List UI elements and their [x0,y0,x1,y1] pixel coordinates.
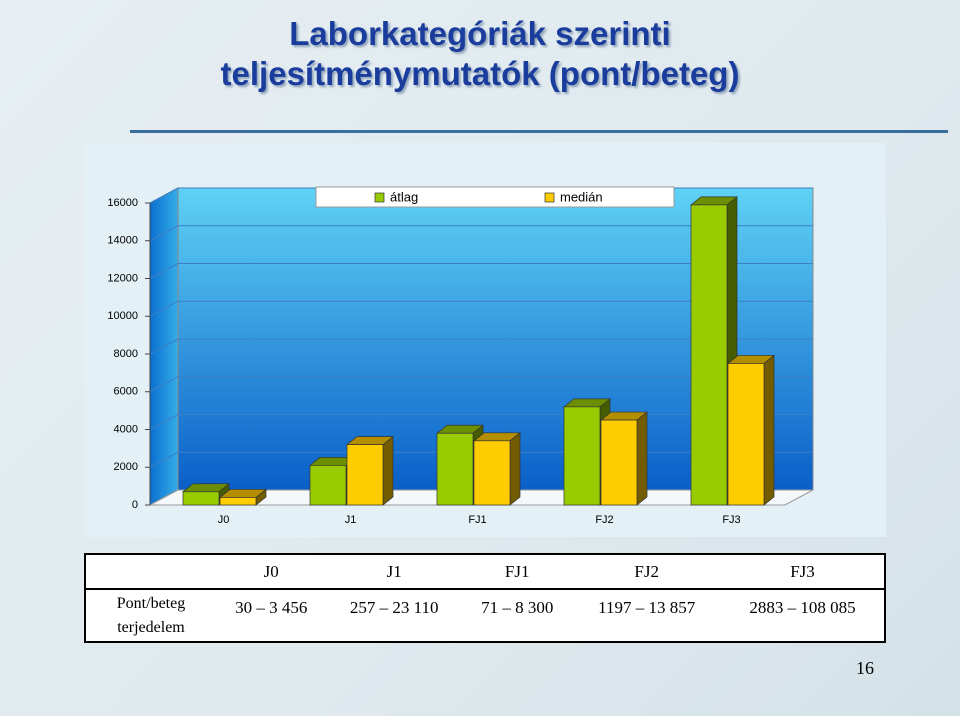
legend-label: átlag [390,189,418,204]
bar-side [636,411,648,506]
header-cell: FJ2 [572,553,721,589]
table-cell: 1197 – 13 857 [572,588,721,642]
y-tick-label: 2000 [114,461,138,473]
bar [600,419,638,506]
y-tick-label: 8000 [114,348,138,360]
x-tick-label: J1 [345,514,357,526]
grid-line [149,451,179,468]
legend-swatch [374,192,385,203]
title-rule [130,130,948,133]
y-tick-label: 4000 [114,423,138,435]
table-cell: 2883 – 108 085 [720,588,885,642]
grid-line [149,376,179,393]
grid-line [149,300,179,317]
bar [690,204,728,506]
x-tick-label: FJ3 [722,514,740,526]
table-cell: 71 – 8 300 [461,588,573,642]
header-cell: J0 [216,553,327,589]
grid-line [149,263,179,279]
grid-line [149,187,179,204]
y-tick-label: 0 [132,499,138,511]
bar [727,363,765,506]
bar-side [382,435,394,506]
title-line: teljesítménymutatók (pont/beteg) [220,55,740,92]
header-cell: J1 [326,553,462,589]
header-cell: FJ1 [461,553,573,589]
row-label: Pont/beteg terjedelem [85,588,216,642]
y-tick-label: 16000 [107,197,138,209]
bar-side [763,354,775,506]
bar [309,465,347,506]
y-tick-label: 10000 [107,310,138,322]
title-line: Laborkategóriák szerinti [289,15,671,52]
header-cell: FJ3 [720,553,885,589]
bar [182,491,220,506]
x-tick-label: FJ1 [468,514,486,526]
y-tick-label: 12000 [107,272,138,284]
bar [473,440,511,506]
y-tick-label: 6000 [114,386,138,398]
bar [563,406,601,506]
page-number: 16 [856,658,874,678]
bar [219,497,257,506]
header-row: J0 J1 FJ1 FJ2 FJ3 [85,553,885,589]
legend-label: medián [560,189,603,204]
grid-line [149,414,179,430]
legend-swatch [544,192,555,203]
table-cell: 30 – 3 456 [216,588,327,642]
legend-box [315,186,675,208]
x-tick-label: FJ2 [595,514,613,526]
grid-line [149,338,179,355]
slide-title: Laborkategóriák szerinti teljesítménymut… [0,14,960,94]
range-table: J0 J1 FJ1 FJ2 FJ3 Pont/beteg terjedelem 30 – 3… [84,553,886,643]
y-tick-label: 14000 [107,235,138,247]
grid-line [149,225,179,242]
table-cell: 257 – 23 110 [326,588,462,642]
bar [346,444,384,506]
bar [436,432,474,506]
bar-side [509,432,521,506]
corner-cell [85,553,216,589]
x-tick-label: J0 [218,514,230,526]
table-row: Pont/beteg terjedelem 30 – 3 456 257 – 23 … [85,588,885,642]
